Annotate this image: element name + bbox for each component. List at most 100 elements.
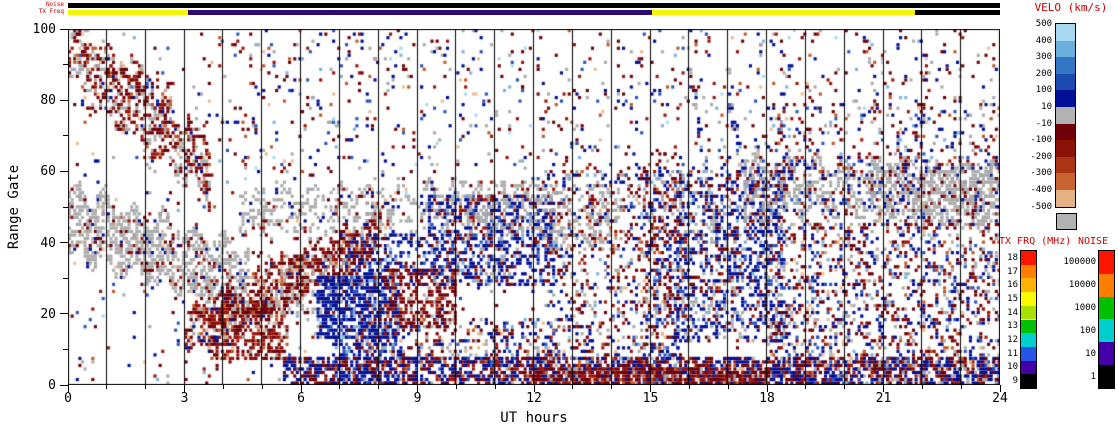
x-axis-tick (533, 385, 535, 392)
velocity-colorbar-label: -100 (1030, 135, 1052, 146)
x-axis-tick (184, 385, 185, 392)
txfrq-colorbar-label: 14 (1007, 307, 1018, 318)
y-axis-tick (63, 135, 68, 137)
x-axis-tick-label: 15 (642, 391, 659, 406)
noise-status-bar-label: Noise (45, 1, 64, 8)
noise-colorbar-cell (1099, 251, 1114, 274)
x-axis-tick (67, 385, 69, 392)
y-axis-tick-label: 100 (32, 22, 56, 37)
txfrq-colorbar-cell (1021, 360, 1036, 375)
velocity-colorbar-cell (1056, 24, 1075, 41)
x-axis-tick-label: 18 (759, 391, 775, 406)
velocity-colorbar-cell (1056, 90, 1075, 107)
x-axis-title: UT hours (500, 410, 568, 426)
txfrq-colorbar-cell (1021, 346, 1036, 361)
y-axis-tick (60, 313, 68, 315)
noise-status-segment (68, 3, 1000, 8)
noise-colorbar-label: 100 (1079, 325, 1096, 336)
y-axis-tick (63, 206, 68, 208)
velocity-colorbar-cell (1056, 140, 1075, 157)
velocity-colorbar-label: -200 (1030, 151, 1052, 162)
x-axis-tick (339, 385, 341, 389)
y-axis-tick (63, 348, 68, 350)
velocity-colorbar-label: 400 (1035, 35, 1052, 46)
x-axis-tick (261, 385, 263, 389)
velocity-colorbar-label: 100 (1035, 85, 1052, 96)
x-axis-tick-label: 12 (526, 391, 542, 406)
velocity-colorbar-label: -500 (1030, 201, 1052, 212)
txfrq-colorbar-cell (1021, 333, 1036, 347)
velocity-colorbar-label: 10 (1041, 102, 1052, 112)
txfrq-colorbar-cell (1021, 264, 1036, 279)
velocity-colorbar-label: 200 (1035, 68, 1052, 79)
x-axis-tick (611, 385, 613, 389)
txfrq-colorbar-label: 12 (1007, 335, 1018, 346)
txfrq-colorbar-label: 16 (1007, 280, 1018, 291)
x-axis-tick (999, 385, 1001, 392)
txfrq-colorbar-cell (1021, 374, 1036, 388)
velocity-colorbar-cell (1056, 156, 1075, 174)
y-axis-tick (60, 242, 68, 244)
x-axis-tick-label: 24 (992, 391, 1008, 406)
velocity-colorbar-label: -300 (1030, 168, 1052, 179)
x-axis-tick-label: 0 (64, 391, 72, 406)
y-axis-tick (63, 64, 68, 66)
velocity-colorbar-cell (1056, 123, 1075, 141)
x-axis-tick-label: 9 (413, 391, 422, 406)
noise-colorbar-cell (1099, 365, 1114, 388)
velocity-colorbar-cell (1056, 190, 1075, 207)
txfrq-colorbar-cell (1021, 292, 1036, 306)
txfrq-colorbar-cell (1021, 305, 1036, 320)
txfreq-status-segment (68, 10, 189, 15)
x-axis-tick-label: 3 (180, 391, 189, 406)
y-axis-tick (63, 277, 68, 279)
noise-colorbar-cell (1099, 342, 1114, 366)
x-axis-tick (805, 385, 807, 389)
txfreq-status-segment (652, 10, 915, 15)
x-axis-tick (455, 385, 457, 389)
noise-colorbar-cell (1099, 273, 1114, 297)
y-axis-tick (60, 384, 68, 386)
y-axis-tick-label: 80 (40, 93, 56, 109)
y-axis-tick (60, 99, 68, 101)
ground-scatter-cell (1056, 212, 1077, 230)
x-axis-tick (378, 385, 380, 389)
x-axis-tick (883, 385, 884, 392)
y-axis-tick (60, 170, 68, 172)
velocity-colorbar-cell (1056, 57, 1075, 74)
x-axis-tick (960, 385, 962, 389)
velocity-colorbar-label: -10 (1035, 118, 1052, 129)
x-axis-tick (222, 385, 224, 389)
noise-colorbar-label: 10 (1085, 348, 1096, 359)
y-axis-tick (60, 28, 68, 30)
x-axis-tick (494, 385, 496, 389)
velocity-colorbar-cell (1056, 73, 1075, 91)
txfrq-colorbar-label: 18 (1007, 252, 1018, 263)
y-axis-tick-label: 40 (40, 235, 56, 251)
y-axis-tick-label: 60 (40, 164, 56, 180)
txfrq-colorbar-title: TX FRQ (MHz) (999, 236, 1072, 247)
noise-colorbar-cell (1099, 296, 1114, 320)
txfrq-colorbar-cell (1021, 319, 1036, 334)
txfrq-colorbar-label: 11 (1007, 348, 1018, 359)
txfrq-colorbar-label: 13 (1007, 321, 1018, 332)
y-axis-tick-label: 20 (40, 306, 56, 322)
txfrq-colorbar-label: 17 (1007, 266, 1018, 277)
noise-colorbar-label: 1000 (1074, 303, 1096, 314)
noise-colorbar-title: NOISE (1078, 236, 1109, 247)
noise-colorbar-cell (1099, 319, 1114, 343)
x-axis-tick (106, 385, 108, 389)
txfrq-colorbar-label: 9 (1012, 376, 1018, 387)
txfrq-colorbar-label: 15 (1007, 293, 1018, 304)
x-axis-tick (300, 385, 302, 392)
txfrq-colorbar-cell (1021, 278, 1036, 293)
noise-colorbar-label: 1 (1090, 371, 1096, 382)
noise-colorbar-frame (1098, 250, 1115, 389)
x-axis-tick (417, 385, 418, 392)
x-axis-tick (650, 385, 651, 392)
velocity-colorbar-frame (1055, 23, 1076, 208)
velocity-scatter-canvas (68, 29, 1000, 385)
txfrq-colorbar-frame (1020, 250, 1037, 389)
velocity-colorbar-cell (1056, 173, 1075, 190)
